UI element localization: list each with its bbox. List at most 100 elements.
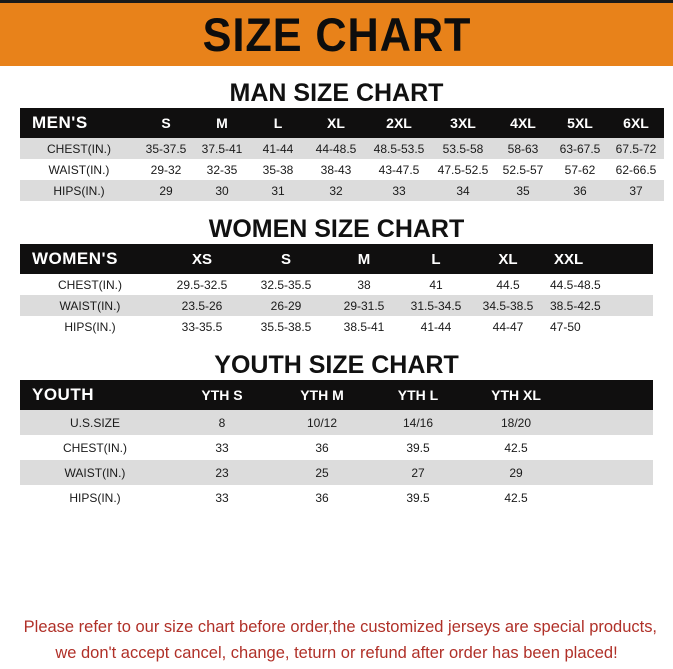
man-size-table-wrapper: MEN'S S M L XL 2XL 3XL 4XL 5XL 6XL CHEST… bbox=[20, 108, 664, 201]
man-cell-2-8: 37 bbox=[629, 183, 643, 198]
women-size-col-2: M bbox=[357, 250, 371, 268]
man-size-col-6: 4XL bbox=[510, 115, 536, 131]
man-cell-2-6: 35 bbox=[516, 183, 530, 198]
man-cell-2-0: 29 bbox=[159, 183, 173, 198]
man-cell-0-4: 48.5-53.5 bbox=[373, 141, 425, 156]
table-row: U.S.SIZE 8 10/12 14/16 18/20 bbox=[20, 410, 653, 435]
man-row-label-2: HIPS(IN.) bbox=[53, 183, 105, 198]
youth-cell-2-3: 29 bbox=[509, 465, 523, 480]
table-row: CHEST(IN.) 33 36 39.5 42.5 bbox=[20, 435, 653, 460]
women-cell-1-2: 29-31.5 bbox=[343, 298, 385, 313]
footer-line-1: Please refer to our size chart before or… bbox=[23, 617, 658, 636]
women-cell-2-1: 35.5-38.5 bbox=[260, 319, 312, 334]
youth-row-label-3: HIPS(IN.) bbox=[69, 490, 121, 505]
man-cell-1-2: 35-38 bbox=[262, 162, 294, 177]
women-cell-0-4: 44.5 bbox=[496, 277, 520, 292]
youth-cell-0-blank bbox=[566, 410, 653, 435]
table-row: WAIST(IN.) 29-32 32-35 35-38 38-43 43-47… bbox=[20, 159, 664, 180]
women-size-col-5: XXL bbox=[554, 250, 584, 268]
youth-cell-3-3: 42.5 bbox=[504, 490, 528, 505]
women-row-label-1: WAIST(IN.) bbox=[59, 298, 121, 313]
youth-row-label-2: WAIST(IN.) bbox=[64, 465, 126, 480]
women-cell-0-1: 32.5-35.5 bbox=[260, 277, 312, 292]
women-row-label-2: HIPS(IN.) bbox=[64, 319, 116, 334]
table-row: CHEST(IN.) 29.5-32.5 32.5-35.5 38 41 44.… bbox=[20, 274, 653, 295]
women-cell-1-5: 38.5-42.5 bbox=[550, 298, 601, 313]
man-size-table: MEN'S S M L XL 2XL 3XL 4XL 5XL 6XL CHEST… bbox=[20, 108, 664, 201]
page-title: SIZE CHART bbox=[202, 8, 471, 61]
youth-section-title: YOUTH SIZE CHART bbox=[214, 351, 459, 379]
women-corner-label: WOMEN'S bbox=[32, 249, 118, 268]
youth-size-table-wrapper: YOUTH YTH S YTH M YTH L YTH XL U.S.SIZE … bbox=[20, 380, 653, 510]
man-cell-2-2: 31 bbox=[271, 183, 285, 198]
man-cell-0-1: 37.5-41 bbox=[201, 141, 243, 156]
women-cell-1-3: 31.5-34.5 bbox=[410, 298, 462, 313]
youth-size-col-0: YTH S bbox=[201, 387, 243, 403]
women-cell-2-5: 47-50 bbox=[550, 319, 581, 334]
youth-corner-label: YOUTH bbox=[32, 385, 94, 404]
youth-size-col-1: YTH M bbox=[300, 387, 344, 403]
man-size-col-1: M bbox=[216, 115, 228, 131]
man-cell-2-1: 30 bbox=[215, 183, 229, 198]
man-cell-0-6: 58-63 bbox=[507, 141, 539, 156]
man-cell-0-3: 44-48.5 bbox=[315, 141, 357, 156]
man-size-col-5: 3XL bbox=[450, 115, 476, 131]
man-size-col-4: 2XL bbox=[386, 115, 412, 131]
youth-cell-2-0: 23 bbox=[215, 465, 229, 480]
women-cell-1-1: 26-29 bbox=[270, 298, 302, 313]
women-cell-2-4: 44-47 bbox=[492, 319, 524, 334]
man-cell-1-8: 62-66.5 bbox=[615, 162, 657, 177]
man-cell-2-4: 33 bbox=[392, 183, 406, 198]
man-header-row: MEN'S S M L XL 2XL 3XL 4XL 5XL 6XL bbox=[20, 108, 664, 138]
man-cell-1-5: 47.5-52.5 bbox=[437, 162, 489, 177]
footer-line-2: we don't accept cancel, change, teturn o… bbox=[55, 643, 618, 662]
youth-size-col-2: YTH L bbox=[397, 387, 439, 403]
man-corner-label: MEN'S bbox=[32, 113, 88, 132]
women-header-row: WOMEN'S XS S M L XL XXL bbox=[20, 244, 653, 274]
youth-cell-0-0: 8 bbox=[218, 415, 226, 430]
table-row: HIPS(IN.) 29 30 31 32 33 34 35 36 37 bbox=[20, 180, 664, 201]
youth-size-col-blank bbox=[566, 380, 653, 410]
man-cell-1-0: 29-32 bbox=[150, 162, 182, 177]
women-size-col-1: S bbox=[280, 250, 291, 268]
man-cell-2-7: 36 bbox=[573, 183, 587, 198]
women-size-table-wrapper: WOMEN'S XS S M L XL XXL CHEST(IN.) 29.5-… bbox=[20, 244, 653, 337]
table-row: HIPS(IN.) 33-35.5 35.5-38.5 38.5-41 41-4… bbox=[20, 316, 653, 337]
youth-header-row: YOUTH YTH S YTH M YTH L YTH XL bbox=[20, 380, 653, 410]
table-row: HIPS(IN.) 33 36 39.5 42.5 bbox=[20, 485, 653, 510]
man-section-title: MAN SIZE CHART bbox=[229, 79, 444, 107]
youth-cell-3-2: 39.5 bbox=[406, 490, 430, 505]
women-cell-2-3: 41-44 bbox=[420, 319, 452, 334]
women-cell-0-5: 44.5-48.5 bbox=[550, 277, 601, 292]
man-cell-1-7: 57-62 bbox=[564, 162, 596, 177]
man-size-col-8: 6XL bbox=[623, 115, 649, 131]
women-section-title: WOMEN SIZE CHART bbox=[208, 215, 465, 243]
table-row: WAIST(IN.) 23.5-26 26-29 29-31.5 31.5-34… bbox=[20, 295, 653, 316]
youth-cell-2-blank bbox=[566, 460, 653, 485]
women-size-table: WOMEN'S XS S M L XL XXL CHEST(IN.) 29.5-… bbox=[20, 244, 653, 337]
women-cell-0-0: 29.5-32.5 bbox=[176, 277, 228, 292]
youth-cell-0-2: 14/16 bbox=[402, 415, 434, 430]
youth-cell-3-0: 33 bbox=[215, 490, 229, 505]
women-cell-1-4: 34.5-38.5 bbox=[482, 298, 534, 313]
women-cell-0-3: 41 bbox=[429, 277, 443, 292]
man-size-col-0: S bbox=[161, 115, 171, 131]
man-cell-1-3: 38-43 bbox=[320, 162, 352, 177]
man-row-label-0: CHEST(IN.) bbox=[47, 141, 111, 156]
women-cell-1-0: 23.5-26 bbox=[181, 298, 223, 313]
youth-cell-0-3: 18/20 bbox=[500, 415, 532, 430]
man-row-label-1: WAIST(IN.) bbox=[48, 162, 110, 177]
youth-cell-0-1: 10/12 bbox=[306, 415, 338, 430]
man-size-col-3: XL bbox=[327, 115, 345, 131]
women-row-label-0: CHEST(IN.) bbox=[58, 277, 122, 292]
table-row: CHEST(IN.) 35-37.5 37.5-41 41-44 44-48.5… bbox=[20, 138, 664, 159]
man-cell-2-5: 34 bbox=[456, 183, 470, 198]
table-row: WAIST(IN.) 23 25 27 29 bbox=[20, 460, 653, 485]
women-cell-2-2: 38.5-41 bbox=[343, 319, 385, 334]
women-size-col-3: L bbox=[431, 250, 441, 268]
youth-cell-1-blank bbox=[566, 435, 653, 460]
youth-row-label-0: U.S.SIZE bbox=[69, 415, 120, 430]
man-size-col-2: L bbox=[273, 115, 283, 131]
man-cell-0-0: 35-37.5 bbox=[145, 141, 187, 156]
youth-cell-1-3: 42.5 bbox=[504, 440, 528, 455]
